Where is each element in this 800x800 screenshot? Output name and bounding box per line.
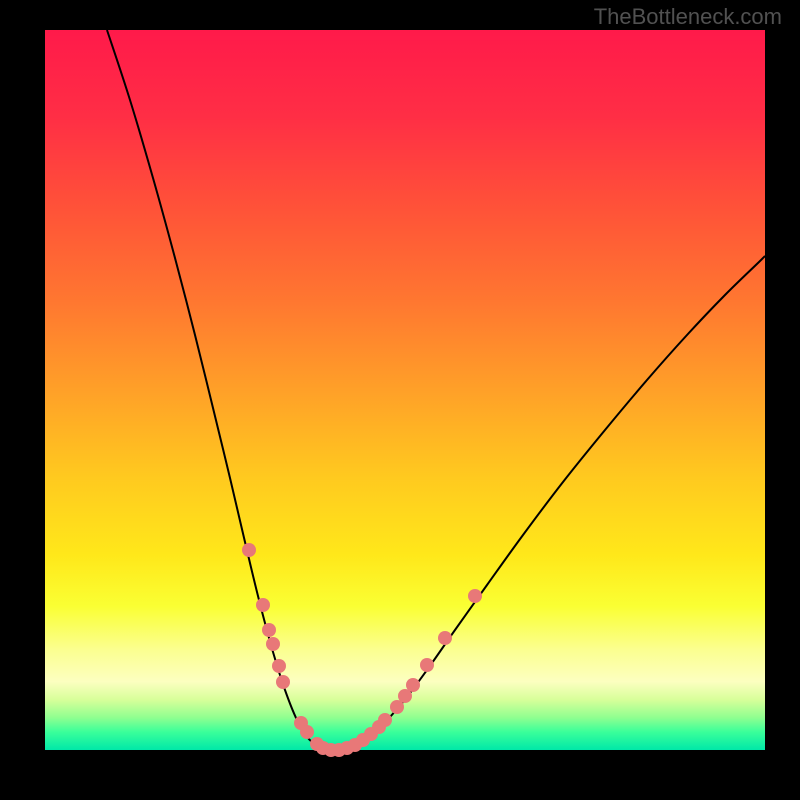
marker-point [276, 675, 290, 689]
marker-point [242, 543, 256, 557]
marker-point [256, 598, 270, 612]
marker-point [266, 637, 280, 651]
watermark-text: TheBottleneck.com [594, 4, 782, 30]
scatter-markers [242, 543, 482, 757]
marker-point [378, 713, 392, 727]
curve-left-branch [107, 30, 328, 750]
curve-right-branch [328, 256, 765, 750]
curve-layer [45, 30, 765, 750]
marker-point [468, 589, 482, 603]
marker-point [272, 659, 286, 673]
marker-point [262, 623, 276, 637]
marker-point [420, 658, 434, 672]
marker-point [406, 678, 420, 692]
marker-point [438, 631, 452, 645]
marker-point [300, 725, 314, 739]
plot-area [45, 30, 765, 750]
